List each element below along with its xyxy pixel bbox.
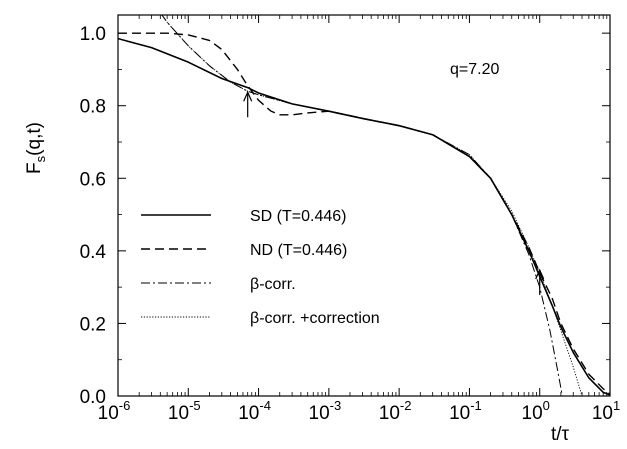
y-axis-label: Fs(q,t) <box>24 122 48 174</box>
y-tick-label: 1.0 <box>80 24 106 45</box>
x-tick-label: 101 <box>592 398 620 424</box>
x-tick-label: 10-5 <box>168 398 201 424</box>
series-line-1 <box>118 37 610 396</box>
plot-frame <box>117 14 611 397</box>
x-tick-label: 10-2 <box>379 398 412 424</box>
x-tick-label: 10-3 <box>309 398 342 424</box>
y-tick-label: 0.4 <box>80 242 107 263</box>
legend-label-3: β-corr. <box>250 276 296 293</box>
labels-layer: 10-6 10-5 10-4 10-3 10-2 10-1 100 1010.00.20.40… <box>80 24 621 424</box>
arrow-marker-2 <box>535 268 545 295</box>
x-tick-label: 100 <box>522 398 550 424</box>
y-tick-label: 0.6 <box>80 169 106 190</box>
series-layer <box>118 15 610 396</box>
legend: SD (T=0.446) ND (T=0.446) β-corr. β-corr. +… <box>141 208 380 327</box>
y-tick-label: 0.8 <box>80 97 106 118</box>
x-tick-label: 10-4 <box>238 398 271 424</box>
legend-label-1: SD (T=0.446) <box>250 208 346 225</box>
series-line-2 <box>118 32 610 395</box>
legend-label-4: β-corr. +correction <box>250 310 380 327</box>
ticks-layer <box>117 15 611 397</box>
y-tick-label: 0.0 <box>80 387 106 408</box>
series-line-4 <box>161 15 583 396</box>
q-annotation: q=7.20 <box>450 61 499 78</box>
legend-label-2: ND (T=0.446) <box>250 242 347 259</box>
x-tick-label: 10-1 <box>449 398 482 424</box>
arrows-layer <box>243 90 545 295</box>
series-line-3 <box>161 15 563 396</box>
y-tick-label: 0.2 <box>80 314 106 335</box>
arrow-marker-1 <box>243 90 253 118</box>
x-axis-label: t/τ <box>551 424 570 445</box>
